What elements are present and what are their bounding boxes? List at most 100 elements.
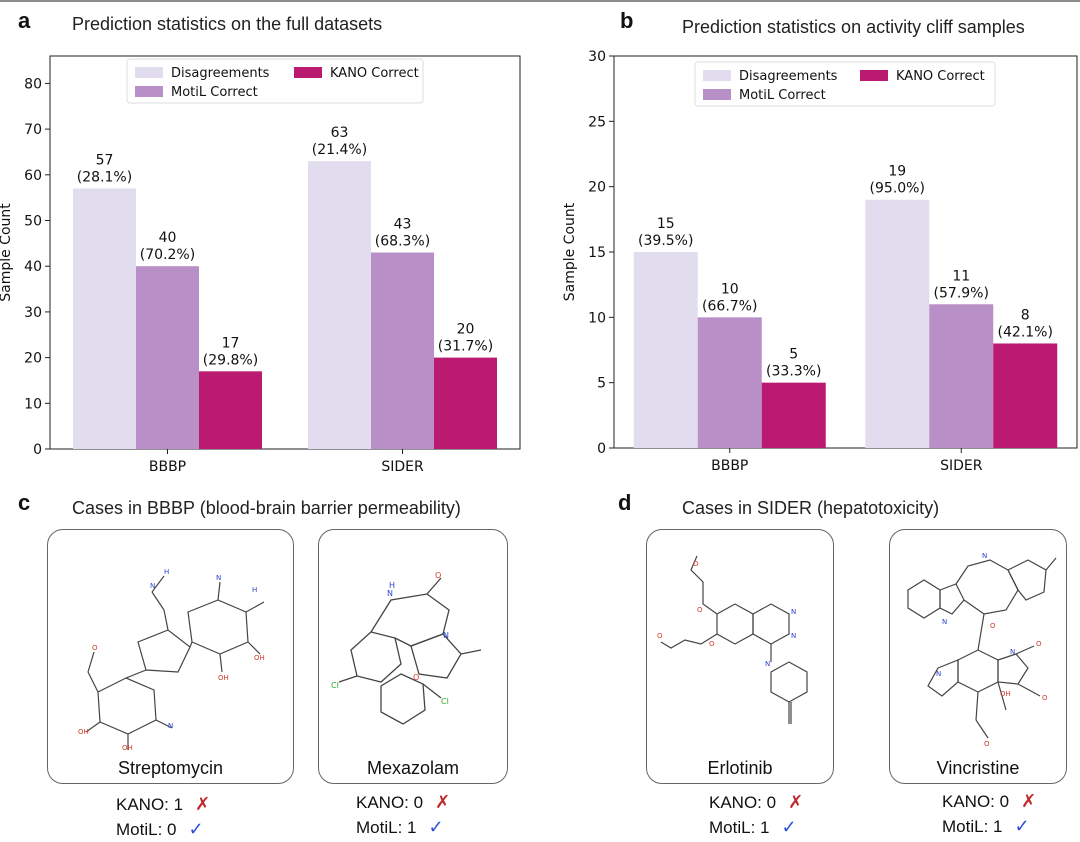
svg-text:O: O (92, 644, 98, 652)
bar-kano-correct-sider (993, 343, 1058, 448)
svg-text:Cl: Cl (331, 681, 339, 690)
data-label-count: 63 (331, 125, 349, 141)
x-tick-label: BBBP (149, 459, 186, 475)
y-axis-label: Sample Count (0, 203, 14, 302)
data-label-percent: (66.7%) (702, 298, 757, 314)
svg-text:N: N (936, 670, 941, 678)
svg-text:H: H (252, 586, 257, 594)
cross-icon: ✗ (195, 794, 211, 814)
svg-text:O: O (709, 640, 715, 648)
data-label-count: 5 (789, 347, 798, 363)
data-label-percent: (57.9%) (934, 285, 989, 301)
data-label-percent: (68.3%) (375, 234, 430, 250)
data-label-percent: (31.7%) (438, 339, 493, 355)
panel-title-a: Prediction statistics on the full datase… (72, 14, 383, 34)
y-tick-label: 20 (24, 351, 42, 367)
y-tick-label: 70 (24, 122, 42, 138)
bar-disagreements-sider (308, 161, 371, 449)
svg-text:N: N (942, 618, 947, 626)
panel-title-d: Cases in SIDER (hepatotoxicity) (682, 498, 940, 518)
panel-letter-c: c (18, 490, 31, 515)
panel-letter-a: a (18, 8, 31, 33)
svg-text:N: N (387, 589, 393, 598)
y-tick-label: 0 (33, 442, 42, 458)
kano-prediction: KANO: 0 (709, 793, 777, 812)
motil-prediction: MotiL: 0 (116, 820, 177, 839)
legend-entry: Disagreements (171, 66, 270, 81)
svg-text:N: N (168, 722, 173, 730)
svg-text:OH: OH (254, 654, 265, 662)
legend-swatch (135, 67, 163, 78)
kano-prediction: KANO: 0 (942, 792, 1010, 811)
svg-text:N: N (1010, 648, 1015, 656)
drug-name-vincristine: Vincristine (936, 758, 1020, 778)
check-icon: ✓ (188, 819, 204, 839)
legend-swatch (703, 70, 731, 81)
bar-motil-correct-sider (929, 304, 994, 448)
data-label-percent: (29.8%) (203, 352, 258, 368)
y-tick-label: 40 (24, 259, 42, 275)
case-card-mexazolam: O N H N O Cl Cl Mexazolam (318, 529, 508, 784)
svg-text:O: O (1036, 640, 1042, 648)
legend-swatch (860, 70, 888, 81)
erlotinib-structure-image: O O O O N N N (657, 555, 808, 724)
y-tick-label: 60 (24, 168, 42, 184)
motil-prediction: MotiL: 1 (942, 817, 1003, 836)
motil-prediction: MotiL: 1 (709, 818, 770, 837)
y-tick-label: 25 (588, 114, 606, 130)
y-tick-label: 80 (24, 76, 42, 92)
svg-text:O: O (413, 673, 419, 682)
y-tick-label: 20 (588, 180, 606, 196)
x-tick-label: SIDER (381, 459, 424, 475)
prediction-streptomycin: KANO: 1 ✗ MotiL: 0 ✓ (116, 792, 210, 842)
check-icon: ✓ (1014, 816, 1030, 836)
panel-letter-b: b (620, 8, 634, 33)
svg-text:H: H (389, 581, 395, 590)
drug-name-mexazolam: Mexazolam (366, 758, 460, 778)
y-tick-label: 10 (24, 396, 42, 412)
svg-text:OH: OH (122, 744, 133, 752)
bar-motil-correct-bbbp (697, 317, 762, 448)
bar-motil-correct-bbbp (136, 266, 199, 449)
case-card-erlotinib: O O O O N N N Erlotinib (646, 529, 834, 784)
svg-text:OH: OH (78, 728, 89, 736)
legend-swatch (294, 67, 322, 78)
svg-text:O: O (693, 560, 699, 568)
data-label-percent: (39.5%) (638, 233, 693, 249)
data-label-percent: (70.2%) (140, 247, 195, 263)
legend-entry: KANO Correct (896, 69, 985, 84)
streptomycin-structure-image: N H N H N OH OH OH OH O (78, 568, 265, 752)
bar-disagreements-sider (865, 199, 930, 448)
bar-disagreements-bbbp (73, 188, 136, 449)
data-label-percent: (95.0%) (870, 181, 925, 197)
bar-kano-correct-sider (434, 357, 497, 449)
x-tick-label: BBBP (711, 458, 748, 474)
y-tick-label: 15 (588, 245, 606, 261)
y-tick-label: 10 (588, 310, 606, 326)
prediction-erlotinib: KANO: 0 ✗ MotiL: 1 ✓ (709, 790, 803, 840)
data-label-percent: (28.1%) (77, 170, 132, 186)
kano-prediction: KANO: 0 (356, 793, 424, 812)
data-label-count: 57 (96, 153, 114, 169)
bar-kano-correct-bbbp (199, 371, 262, 449)
case-card-streptomycin: N H N H N OH OH OH OH O Streptomycin (47, 529, 294, 784)
panel-title-c: Cases in BBBP (blood-brain barrier perme… (72, 498, 461, 518)
svg-text:Cl: Cl (441, 697, 449, 706)
data-label-count: 11 (952, 268, 970, 284)
y-tick-label: 30 (24, 305, 42, 321)
y-axis-label: Sample Count (562, 202, 578, 301)
y-tick-label: 0 (597, 441, 606, 457)
svg-text:N: N (791, 632, 796, 640)
svg-text:N: N (443, 631, 449, 640)
data-label-count: 40 (159, 230, 177, 246)
kano-prediction: KANO: 1 (116, 795, 184, 814)
svg-text:N: N (150, 582, 155, 590)
data-label-count: 10 (721, 281, 739, 297)
y-tick-label: 50 (24, 214, 42, 230)
y-tick-label: 5 (597, 376, 606, 392)
legend-entry: Disagreements (739, 69, 838, 84)
data-label-count: 8 (1021, 307, 1030, 323)
legend-box (126, 58, 424, 104)
svg-text:O: O (984, 740, 990, 748)
